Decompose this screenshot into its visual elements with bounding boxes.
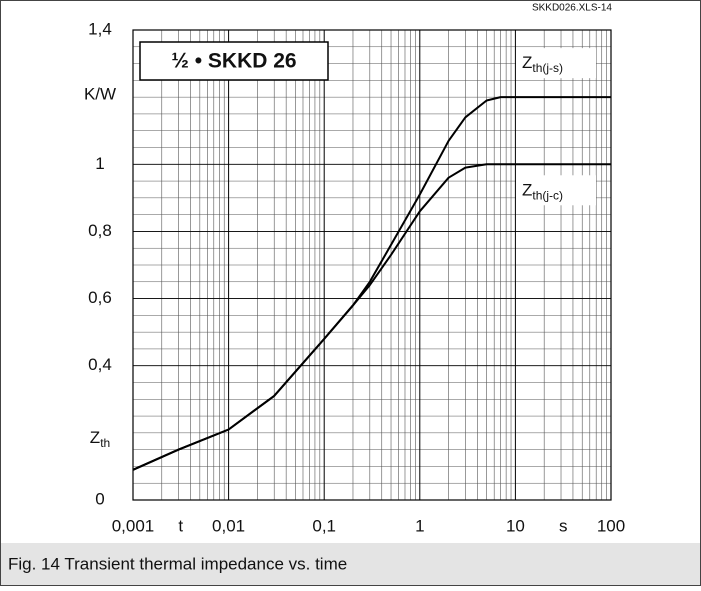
line <box>132 163 611 471</box>
x-tick-label: 0,01 <box>212 516 245 535</box>
y-axis-symbol: Z <box>90 428 100 447</box>
caption: Fig. 14 Transient thermal impedance vs. … <box>8 554 347 573</box>
x-tick-label: 100 <box>597 516 625 535</box>
y-tick-label: 0,8 <box>88 221 112 240</box>
y-tick-label: 0 <box>95 489 104 508</box>
y-axis-subscript: th <box>100 436 110 450</box>
y-axis-unit: K/W <box>84 85 116 104</box>
title-box <box>139 41 329 81</box>
series-subscript: th(j-s) <box>532 61 563 75</box>
x-tick-label: 0,1 <box>312 516 336 535</box>
y-axis-label: Zth <box>90 428 110 450</box>
y-tick-label: 0,4 <box>88 355 112 374</box>
series-symbol: Z <box>522 54 532 73</box>
caption-band <box>1 543 700 585</box>
source: SKKD026.XLS-14 <box>532 3 612 14</box>
series-label-bg <box>516 175 596 206</box>
series-symbol: Z <box>522 181 532 200</box>
series-label: Zth(j-s) <box>522 54 563 76</box>
x-axis-unit: s <box>559 516 568 535</box>
series-label: Zth(j-c) <box>522 181 563 203</box>
x-tick-label: 1 <box>415 516 424 535</box>
y-tick-label: 1,4 <box>88 19 112 38</box>
x-tick-label: 0,001 <box>112 516 155 535</box>
x-axis-label: t <box>178 516 183 535</box>
chart-title: ½ • SKKD 26 <box>171 50 296 73</box>
y-tick-label: 0,6 <box>88 288 112 307</box>
y-tick-label: 1 <box>95 154 104 173</box>
series-subscript: th(j-c) <box>532 188 563 202</box>
series-label-bg <box>516 48 596 79</box>
x-tick-label: 10 <box>506 516 525 535</box>
